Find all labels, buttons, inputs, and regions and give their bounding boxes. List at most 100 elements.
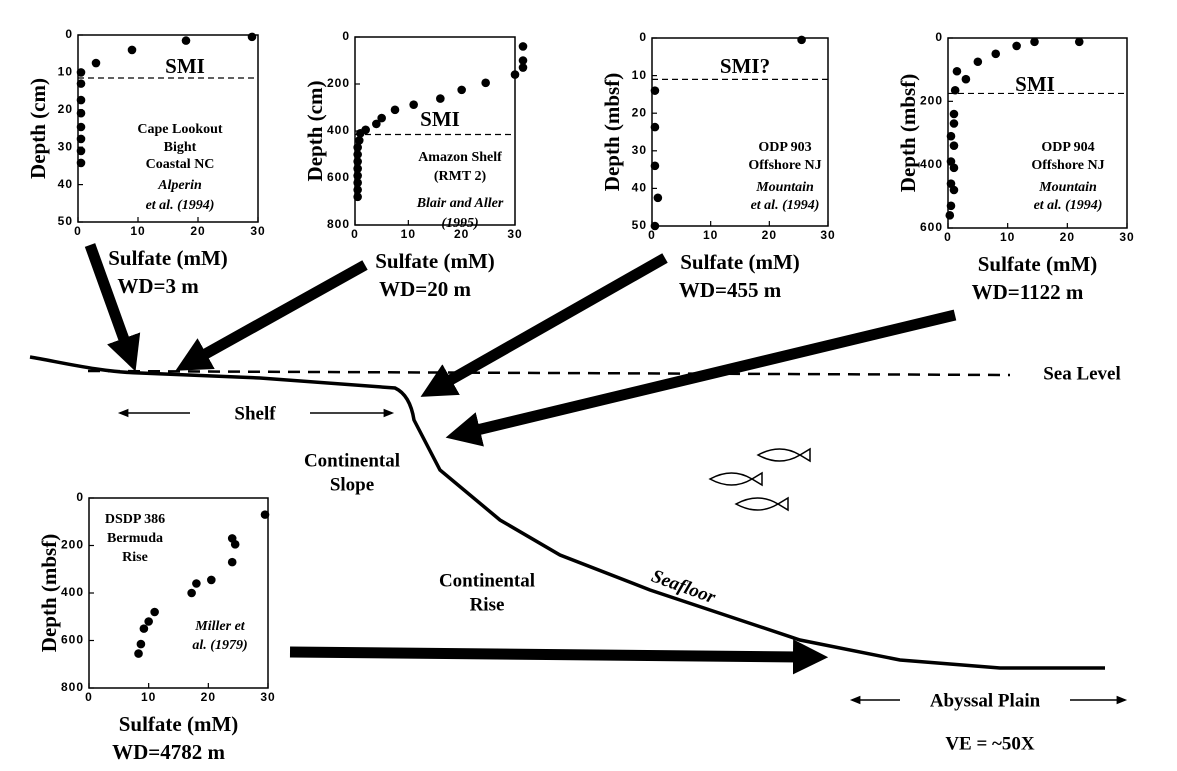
annotation: Coastal NC: [146, 157, 215, 172]
data-point: [76, 68, 86, 77]
data-point: [436, 94, 445, 103]
data-point: [127, 45, 137, 55]
data-point: [76, 108, 86, 118]
x-tick-label: 20: [190, 224, 205, 238]
x-tick-label: 0: [648, 228, 656, 242]
rise-label: Rise: [470, 594, 505, 615]
annotation: DSDP 386: [105, 512, 165, 527]
data-point: [510, 70, 520, 79]
data-point: [181, 36, 191, 45]
y-tick-label: 30: [58, 139, 73, 153]
data-point: [650, 86, 660, 95]
y-tick-label: 0: [76, 490, 84, 504]
annotation: Miller et: [194, 619, 245, 634]
annotation: Alperin: [157, 178, 202, 193]
x-axis-label: Sulfate (mM): [108, 246, 228, 270]
data-point: [76, 158, 86, 168]
data-point: [134, 649, 143, 658]
fish-icon: [756, 447, 811, 463]
data-point: [1074, 37, 1084, 47]
threshold-label: SMI: [1015, 72, 1055, 96]
data-point: [481, 78, 490, 88]
seafloor-profile: [29, 355, 1105, 670]
x-axis-label: Sulfate (mM): [680, 250, 800, 274]
data-point: [650, 161, 660, 171]
x-axis-label: Sulfate (mM): [119, 712, 239, 736]
annotation: al. (1979): [192, 638, 247, 653]
y-axis-label: Depth (cm): [26, 78, 50, 179]
x-axis-label: Sulfate (mM): [375, 249, 495, 273]
rise-label: Continental: [439, 570, 535, 591]
data-point: [150, 607, 159, 617]
x-tick-label: 30: [507, 227, 522, 241]
y-tick-label: 600: [920, 220, 943, 234]
x-tick-label: 10: [401, 227, 416, 241]
footer-label: WD=455 m: [679, 278, 782, 302]
sea-level-line: [87, 369, 1011, 377]
annotation: Offshore NJ: [748, 158, 821, 173]
annotation: (1995): [441, 216, 478, 231]
threshold-label: SMI: [420, 107, 460, 131]
y-tick-label: 800: [61, 680, 84, 694]
y-tick-label: 40: [632, 181, 647, 195]
data-point: [353, 143, 362, 152]
annotation: Blair and Aller: [416, 196, 504, 211]
threshold-label: SMI: [165, 54, 205, 78]
data-point: [377, 113, 386, 123]
data-point: [192, 579, 201, 588]
range-arrows: [117, 408, 1128, 705]
data-point: [949, 109, 959, 119]
data-point: [949, 141, 959, 150]
y-tick-label: 10: [58, 65, 73, 79]
x-axis-label: Sulfate (mM): [978, 252, 1098, 276]
y-tick-label: 600: [61, 633, 84, 647]
sea-level-label: Sea Level: [1043, 363, 1121, 384]
data-point: [518, 42, 528, 51]
x-tick-label: 10: [1000, 230, 1015, 244]
footer-label: WD=20 m: [379, 277, 471, 301]
data-point: [247, 32, 257, 42]
annotation: et al. (1994): [1034, 198, 1103, 213]
annotation: Amazon Shelf: [418, 150, 502, 165]
data-point: [946, 131, 956, 141]
data-point: [1030, 37, 1039, 47]
x-tick-label: 20: [762, 228, 777, 242]
annotation: ODP 903: [758, 140, 811, 155]
annotation: Cape Lookout: [137, 122, 223, 137]
annotation: Bight: [164, 140, 197, 155]
annotation: Bermuda: [107, 531, 163, 546]
y-tick-label: 50: [58, 214, 73, 228]
x-tick-label: 10: [703, 228, 718, 242]
x-tick-label: 10: [141, 690, 156, 704]
x-tick-label: 0: [351, 227, 359, 241]
annotation: Mountain: [755, 180, 814, 195]
footer-label: WD=1122 m: [972, 280, 1084, 304]
threshold-label: SMI?: [720, 54, 770, 78]
data-point: [372, 119, 381, 129]
y-tick-label: 800: [327, 217, 350, 231]
data-point: [518, 63, 528, 72]
data-point: [949, 185, 959, 195]
y-axis-label: Depth (cm): [303, 81, 327, 182]
data-point: [76, 95, 86, 105]
data-point: [76, 134, 86, 144]
fish-icon: [734, 496, 789, 512]
data-point: [230, 540, 240, 549]
x-tick-label: 30: [250, 224, 265, 238]
data-point: [1012, 41, 1021, 51]
x-tick-label: 30: [1119, 230, 1134, 244]
data-point: [653, 193, 663, 203]
data-point: [227, 557, 237, 567]
plot-frame: [947, 37, 1128, 229]
data-point: [91, 58, 101, 68]
y-tick-label: 400: [327, 123, 350, 137]
y-tick-label: 600: [327, 170, 350, 184]
x-tick-label: 0: [74, 224, 82, 238]
data-point: [457, 85, 466, 95]
x-tick-label: 30: [820, 228, 835, 242]
data-point: [409, 100, 418, 109]
arrow: [420, 253, 668, 397]
x-tick-label: 0: [85, 690, 93, 704]
data-point: [76, 79, 86, 88]
